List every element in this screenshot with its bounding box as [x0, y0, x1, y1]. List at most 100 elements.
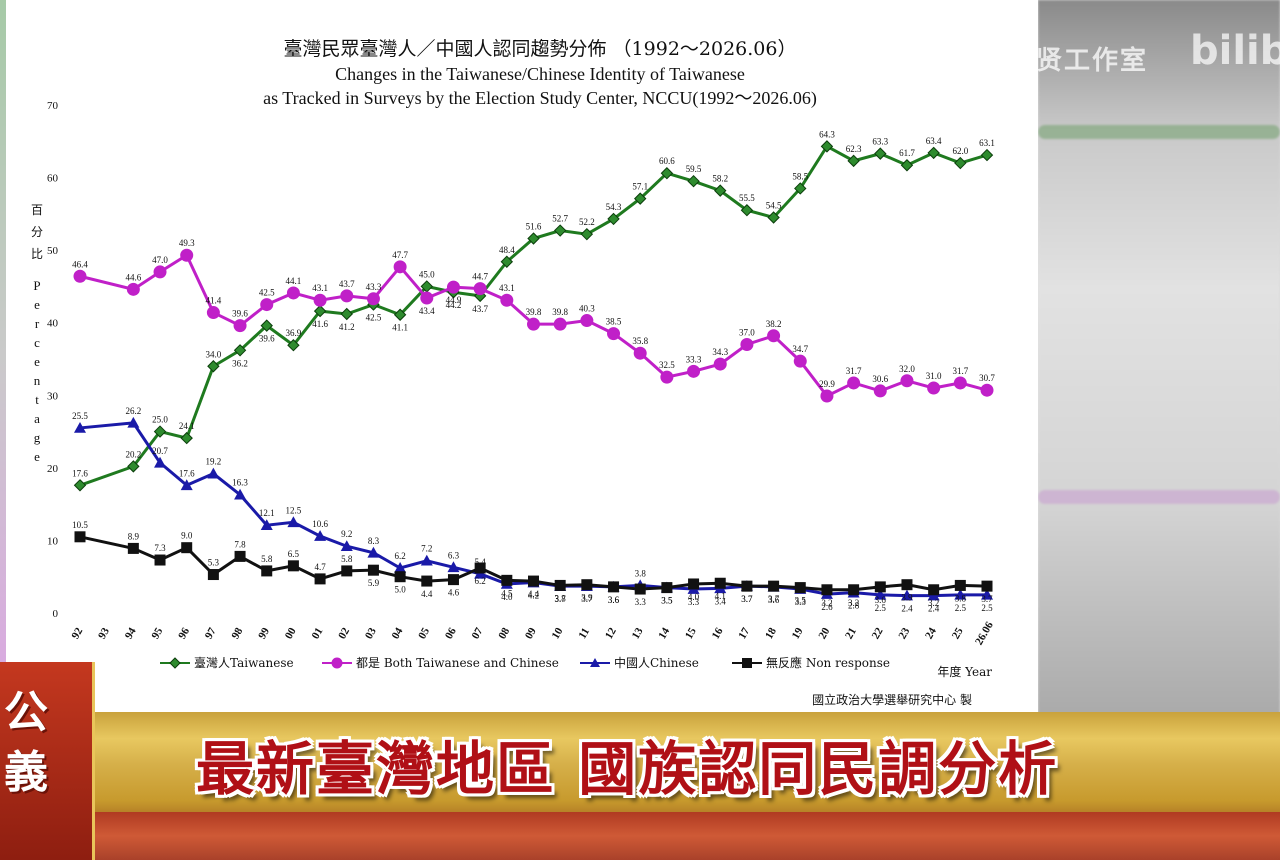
data-label-chinese: 10.6 [312, 519, 328, 529]
data-label-both: 32.0 [899, 364, 915, 374]
data-label-nonresponse: 5.8 [341, 554, 353, 564]
data-point-nonresponse [207, 569, 219, 581]
data-label-taiwanese: 44.2 [446, 300, 462, 310]
data-label-taiwanese: 58.5 [792, 171, 808, 181]
ylabel-en-char: P [33, 278, 40, 293]
data-label-chinese: 7.2 [421, 544, 432, 554]
data-label-both: 43.4 [419, 306, 435, 316]
y-tick-label: 30 [47, 390, 59, 402]
blurred-green-line [1038, 125, 1280, 139]
data-label-taiwanese: 17.6 [72, 468, 88, 478]
ylabel-zh-char: 分 [31, 225, 43, 239]
data-point-both [580, 314, 594, 328]
data-point-both [607, 327, 621, 341]
data-point-taiwanese [767, 211, 780, 224]
data-point-nonresponse [287, 560, 299, 572]
x-tick-label: 98 [230, 625, 246, 641]
x-tick-label: 14 [656, 625, 672, 641]
data-point-chinese [154, 456, 167, 468]
data-point-nonresponse [981, 580, 993, 592]
data-label-both: 43.7 [339, 279, 355, 289]
data-point-taiwanese [180, 431, 193, 445]
data-point-both [927, 381, 941, 395]
series-line-taiwanese [79, 144, 988, 487]
data-point-both [260, 298, 274, 312]
x-tick-label: 05 [416, 625, 432, 641]
data-point-taiwanese [500, 255, 514, 268]
data-point-both [767, 329, 781, 343]
data-label-taiwanese: 34.0 [206, 349, 222, 359]
data-label-both: 38.2 [766, 319, 782, 329]
data-point-nonresponse [154, 554, 166, 566]
data-label-nonresponse: 5.3 [208, 558, 220, 568]
blurred-magenta-line [1038, 490, 1280, 504]
data-point-nonresponse [341, 565, 353, 577]
data-label-taiwanese: 25.0 [152, 415, 168, 425]
data-point-nonresponse [554, 579, 566, 591]
data-point-chinese [981, 588, 993, 600]
data-label-nonresponse: 4.0 [688, 592, 700, 602]
data-label-chinese: 2.6 [821, 602, 833, 612]
ylabel-en-char: t [35, 392, 39, 407]
data-point-taiwanese [287, 339, 300, 352]
data-point-taiwanese [900, 159, 914, 172]
data-label-chinese: 6.3 [448, 550, 460, 560]
data-label-both: 39.8 [552, 307, 568, 317]
x-tick-label: 00 [283, 625, 299, 641]
data-point-nonresponse [421, 575, 433, 587]
data-point-both [73, 269, 87, 283]
x-tick-label: 94 [123, 625, 139, 641]
x-tick-label: 17 [736, 625, 752, 641]
data-label-taiwanese: 60.6 [659, 156, 675, 166]
x-tick-label: 93 [96, 625, 112, 641]
data-label-nonresponse: 3.5 [661, 596, 673, 606]
data-label-chinese: 9.2 [341, 529, 352, 539]
data-point-chinese [394, 562, 407, 573]
data-point-nonresponse [528, 575, 539, 587]
x-tick-label: 24 [923, 625, 939, 641]
data-point-nonresponse [74, 531, 86, 543]
data-point-chinese [234, 488, 247, 500]
data-label-both: 39.8 [526, 307, 542, 317]
data-point-both [980, 383, 994, 397]
ylabel-en-char: r [35, 316, 40, 331]
x-tick-label: 02 [336, 625, 352, 641]
data-point-both [660, 370, 674, 384]
x-tick-label: 18 [763, 625, 779, 641]
x-tick-label: 11 [576, 626, 592, 641]
data-point-chinese [447, 561, 460, 573]
data-label-chinese: 3.7 [581, 594, 593, 604]
news-banner-strip [0, 812, 1280, 860]
data-label-chinese: 2.4 [928, 604, 940, 614]
program-logo-bottom: 義 [4, 747, 48, 798]
data-label-taiwanese: 42.5 [366, 313, 382, 323]
data-label-both: 32.5 [659, 360, 675, 370]
data-label-both: 33.3 [686, 354, 702, 364]
data-label-taiwanese: 64.3 [819, 129, 835, 139]
data-label-chinese: 2.4 [901, 604, 913, 614]
data-label-both: 37.0 [739, 327, 755, 337]
data-point-taiwanese [714, 184, 727, 197]
ylabel-en-char: e [34, 354, 40, 369]
data-point-nonresponse [661, 582, 673, 594]
data-point-taiwanese [73, 479, 87, 492]
x-tick-label: 92 [69, 625, 85, 641]
data-label-both: 43.1 [312, 283, 328, 293]
data-point-nonresponse [608, 581, 620, 593]
data-point-chinese [180, 479, 193, 491]
data-point-taiwanese [740, 204, 754, 217]
y-tick-label: 70 [47, 100, 59, 112]
x-tick-label: 21 [843, 626, 859, 642]
data-label-nonresponse: 6.5 [288, 549, 300, 559]
data-label-chinese: 4.0 [501, 592, 513, 602]
data-label-chinese: 8.3 [368, 536, 380, 546]
x-tick-label: 06 [443, 625, 459, 641]
series-line-nonresponse [79, 535, 988, 592]
data-point-taiwanese [607, 212, 620, 226]
data-point-nonresponse [634, 583, 646, 595]
data-point-chinese [287, 516, 300, 528]
x-tick-label: 13 [630, 625, 646, 641]
data-point-both [340, 289, 354, 303]
slide-edge [0, 0, 6, 712]
data-label-taiwanese: 63.4 [926, 136, 942, 146]
